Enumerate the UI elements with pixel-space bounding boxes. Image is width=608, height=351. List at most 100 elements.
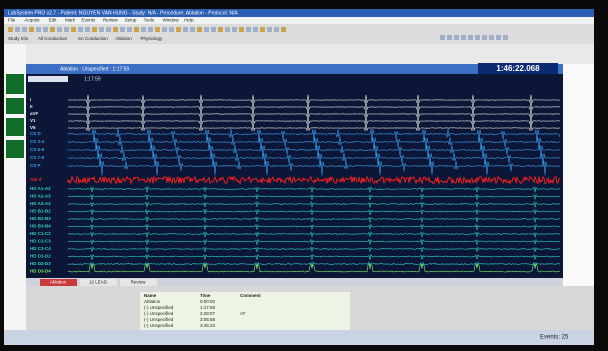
tool-icon bbox=[440, 35, 445, 40]
tool-icon bbox=[106, 27, 111, 32]
tool-icon bbox=[482, 35, 487, 40]
tool-icon bbox=[85, 27, 90, 32]
tool-icon bbox=[134, 27, 139, 32]
channel-label: CS D bbox=[30, 131, 42, 136]
tool-icon bbox=[113, 27, 118, 32]
channel-label: HD A3-A4 bbox=[30, 201, 51, 206]
window-title: LabSystem PRO v2.7 - Patient: NGUYEN VAN… bbox=[8, 10, 238, 16]
table-cell: Ablation bbox=[144, 299, 161, 304]
tool-icon bbox=[99, 27, 104, 32]
tool-icon bbox=[246, 27, 251, 32]
tool-icon bbox=[461, 35, 466, 40]
table-header: Comment bbox=[240, 293, 261, 298]
tool-icon bbox=[239, 27, 244, 32]
menu-item: Help bbox=[184, 18, 194, 23]
channel-label: HD D1-D2 bbox=[30, 254, 51, 259]
channel-label: CS 7-8 bbox=[30, 155, 45, 160]
tool-icon bbox=[489, 35, 494, 40]
tool-icon bbox=[225, 27, 230, 32]
tool-icon bbox=[15, 27, 20, 32]
table-cell: (-) Unspecified bbox=[144, 311, 174, 316]
vital-box bbox=[6, 140, 24, 158]
tool-icon bbox=[92, 27, 97, 32]
table-header: Time bbox=[200, 293, 211, 298]
table-cell: 2:28:07 bbox=[200, 311, 216, 316]
tool-icon bbox=[183, 27, 188, 32]
table-cell: AT bbox=[240, 311, 246, 316]
toolbar-button: All Conduction bbox=[38, 36, 68, 41]
tool-icon bbox=[120, 27, 125, 32]
menu-item: Tools bbox=[144, 18, 155, 23]
channel-label: HD D3-D4 bbox=[30, 269, 51, 274]
channel-label: Abl d bbox=[30, 177, 41, 182]
tab-label: Ablation bbox=[50, 280, 67, 285]
table-cell: (-) Unspecified bbox=[144, 317, 174, 322]
taskbar bbox=[4, 330, 594, 345]
channel-label: HD B3-B4 bbox=[30, 224, 51, 229]
tool-icon bbox=[274, 27, 279, 32]
tool-icon bbox=[253, 27, 258, 32]
tool-icon bbox=[78, 27, 83, 32]
tool-icon bbox=[267, 27, 272, 32]
tool-icon bbox=[127, 27, 132, 32]
menu-item: Acquire bbox=[24, 18, 40, 23]
event-field bbox=[28, 76, 68, 82]
menu-item: File bbox=[8, 18, 16, 23]
channel-label: HD C2-C3 bbox=[30, 239, 51, 244]
menu-item: Setup bbox=[125, 18, 137, 23]
tool-icon bbox=[36, 27, 41, 32]
channel-label: II bbox=[30, 104, 33, 109]
channel-label: HD B1-B2 bbox=[30, 209, 51, 214]
table-cell: (-) Unspecified bbox=[144, 305, 174, 310]
tool-icon bbox=[148, 27, 153, 32]
channel-label: HD C3-C4 bbox=[30, 246, 51, 251]
channel-label: HD C1-C2 bbox=[30, 231, 51, 236]
timer: 1:46:22.068 bbox=[496, 64, 540, 73]
tool-icon bbox=[281, 27, 286, 32]
tool-icon bbox=[260, 27, 265, 32]
event-label: Ablation : Unspecified : 1:17:59 bbox=[60, 66, 129, 72]
table-cell: (-) Unspecified bbox=[144, 323, 174, 328]
menu-item: Events bbox=[81, 18, 96, 23]
channel-label: HD A1-A2 bbox=[30, 186, 51, 191]
tool-icon bbox=[29, 27, 34, 32]
table-cell: 3:46:23 bbox=[200, 323, 216, 328]
channel-label: CS P bbox=[30, 163, 41, 168]
toolbar-button: Study Info bbox=[8, 36, 29, 41]
tool-icon bbox=[141, 27, 146, 32]
tool-icon bbox=[64, 27, 69, 32]
channel-label: CS 3-4 bbox=[30, 139, 45, 144]
tool-icon bbox=[475, 35, 480, 40]
menu-item: Mark bbox=[65, 18, 76, 23]
menu-item: Edit bbox=[49, 18, 58, 23]
tool-icon bbox=[197, 27, 202, 32]
table-cell: 0:00:00 bbox=[200, 299, 216, 304]
tool-icon bbox=[447, 35, 452, 40]
screen-photo: LabSystem PRO v2.7 - Patient: NGUYEN VAN… bbox=[0, 0, 608, 351]
tool-icon bbox=[43, 27, 48, 32]
table-cell: 3:05:58 bbox=[200, 317, 216, 322]
strip-area bbox=[26, 74, 563, 278]
tab-label: Review bbox=[131, 280, 147, 285]
tool-icon bbox=[496, 35, 501, 40]
channel-label: V6 bbox=[30, 125, 36, 130]
tool-icon bbox=[57, 27, 62, 32]
tool-icon bbox=[204, 27, 209, 32]
toolbar-button: Physiology bbox=[141, 36, 164, 41]
channel-label: HD D2-D3 bbox=[30, 261, 51, 266]
event-count: Events: 25 bbox=[540, 335, 569, 341]
tool-icon bbox=[211, 27, 216, 32]
table-cell: 1:17:59 bbox=[200, 305, 216, 310]
vital-box bbox=[6, 74, 24, 94]
menu-item: Review bbox=[103, 18, 119, 23]
menu-item: Window bbox=[163, 18, 180, 23]
event-time: 1:17:59 bbox=[84, 76, 101, 82]
channel-label: HD A2-A3 bbox=[30, 194, 51, 199]
channel-label: HD B2-B3 bbox=[30, 216, 51, 221]
toolbar-button: SA Conduction bbox=[78, 36, 108, 41]
channel-label: aVF bbox=[30, 111, 39, 116]
tab-label: 12 LEAD bbox=[89, 280, 108, 285]
tool-icon bbox=[218, 27, 223, 32]
tool-icon bbox=[169, 27, 174, 32]
tool-icon bbox=[162, 27, 167, 32]
